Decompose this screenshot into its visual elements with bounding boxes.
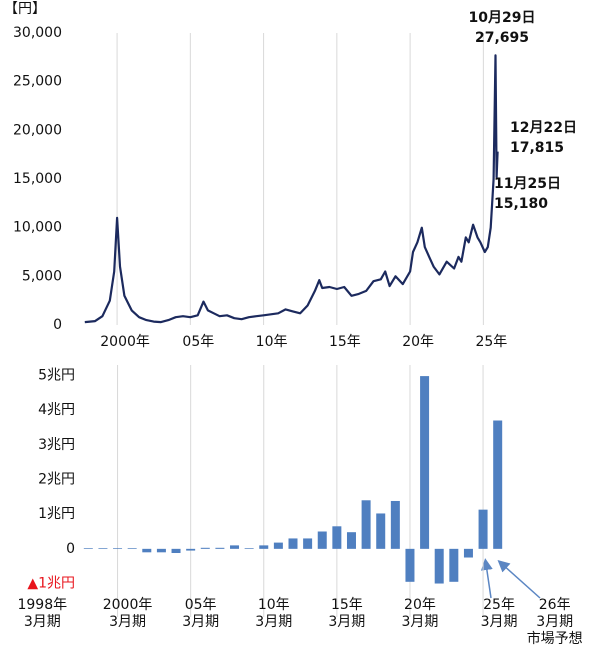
- bar: [434, 548, 444, 584]
- price-line: [84, 54, 499, 324]
- annotation-date: 10月29日: [469, 10, 536, 26]
- y-tick-label: 3兆円: [38, 437, 75, 453]
- x-tick-label: 26年 3月期市場予想: [527, 597, 583, 647]
- arrow: [480, 558, 493, 599]
- x-tick-label: 20年 3月期: [402, 597, 439, 630]
- x-tick-label-line: 1998年: [17, 597, 67, 613]
- bar: [142, 548, 152, 553]
- bar: [390, 500, 400, 549]
- annotation-date: 12月22日: [510, 120, 577, 136]
- x-tick-label-line: 3月期: [24, 614, 61, 630]
- bar: [332, 526, 342, 549]
- bar: [405, 548, 415, 582]
- y-tick-label: 15,000: [13, 171, 62, 187]
- x-tick-label: 20年: [402, 334, 434, 350]
- y-tick-label: 10,000: [13, 220, 62, 236]
- bar: [156, 548, 166, 553]
- y-tick-label: 2兆円: [38, 471, 75, 487]
- bar: [127, 548, 137, 549]
- x-tick-label: 10年 3月期: [255, 597, 292, 630]
- bar: [98, 548, 108, 549]
- bar: [478, 509, 488, 549]
- x-tick-label-line: 05年: [185, 597, 217, 613]
- bar: [200, 547, 210, 549]
- arrow: [497, 559, 541, 599]
- x-tick-label: 05年: [182, 334, 214, 350]
- bar: [303, 538, 313, 549]
- x-tick-label: 25年 3月期: [481, 597, 518, 630]
- x-tick-label-line: 15年: [331, 597, 363, 613]
- bar: [376, 513, 386, 549]
- x-tick-label-line: 25年: [483, 597, 515, 613]
- x-tick-label-line: 3月期: [481, 614, 518, 630]
- x-tick-label: 25年: [475, 334, 507, 350]
- bar: [317, 531, 327, 549]
- y-tick-label: 0: [66, 541, 75, 557]
- x-tick-label-line: 3月期: [255, 614, 292, 630]
- annotation-value: 27,695: [475, 30, 529, 46]
- bar: [113, 548, 123, 549]
- bar: [361, 500, 371, 549]
- x-tick-label: 2000年 3月期: [103, 597, 153, 630]
- x-tick-label-line: 26年: [539, 597, 571, 613]
- x-tick-label: 15年 3月期: [328, 597, 365, 630]
- x-tick-label-line: 3月期: [182, 614, 219, 630]
- x-tick-label: 15年: [329, 334, 361, 350]
- bar: [493, 420, 503, 549]
- y-tick-label: ▲1兆円: [27, 576, 75, 592]
- x-tick-label: 10年: [256, 334, 288, 350]
- y-tick-label: 30,000: [13, 25, 62, 41]
- x-tick-label-line: 市場予想: [527, 630, 583, 647]
- y-tick-label: 5,000: [22, 268, 62, 284]
- x-tick-label: 1998年 3月期: [17, 597, 67, 630]
- x-tick-label-line: 2000年: [103, 597, 153, 613]
- bar: [259, 545, 269, 549]
- bar: [463, 548, 473, 558]
- x-tick-label: 2000年: [100, 334, 150, 350]
- y-tick-label: 0: [53, 317, 62, 333]
- x-tick-label-line: 3月期: [328, 614, 365, 630]
- bar: [171, 548, 181, 554]
- bar: [420, 376, 430, 549]
- y-tick-label: 5兆円: [38, 367, 75, 383]
- y-tick-label: 1兆円: [38, 506, 75, 522]
- bar: [215, 547, 225, 549]
- y-tick-label: 25,000: [13, 74, 62, 90]
- y-tick-label: 20,000: [13, 122, 62, 138]
- x-tick-label: 05年 3月期: [182, 597, 219, 630]
- y-tick-label: 4兆円: [38, 402, 75, 418]
- bar: [83, 548, 93, 549]
- bar: [186, 548, 196, 551]
- annotation-date: 11月25日: [494, 176, 561, 192]
- unit-label: 【円】: [4, 1, 46, 17]
- annotation-value: 15,180: [494, 196, 548, 212]
- bar: [230, 545, 240, 549]
- x-tick-label-line: 20年: [404, 597, 436, 613]
- bar: [244, 548, 254, 549]
- annotation-value: 17,815: [510, 140, 564, 156]
- bar: [273, 542, 283, 549]
- bar: [346, 532, 356, 549]
- bar: [449, 548, 459, 582]
- x-tick-label-line: 3月期: [402, 614, 439, 630]
- x-tick-label-line: 3月期: [536, 614, 573, 630]
- x-tick-label-line: 3月期: [109, 614, 146, 630]
- bar: [288, 538, 298, 549]
- x-tick-label-line: 10年: [258, 597, 290, 613]
